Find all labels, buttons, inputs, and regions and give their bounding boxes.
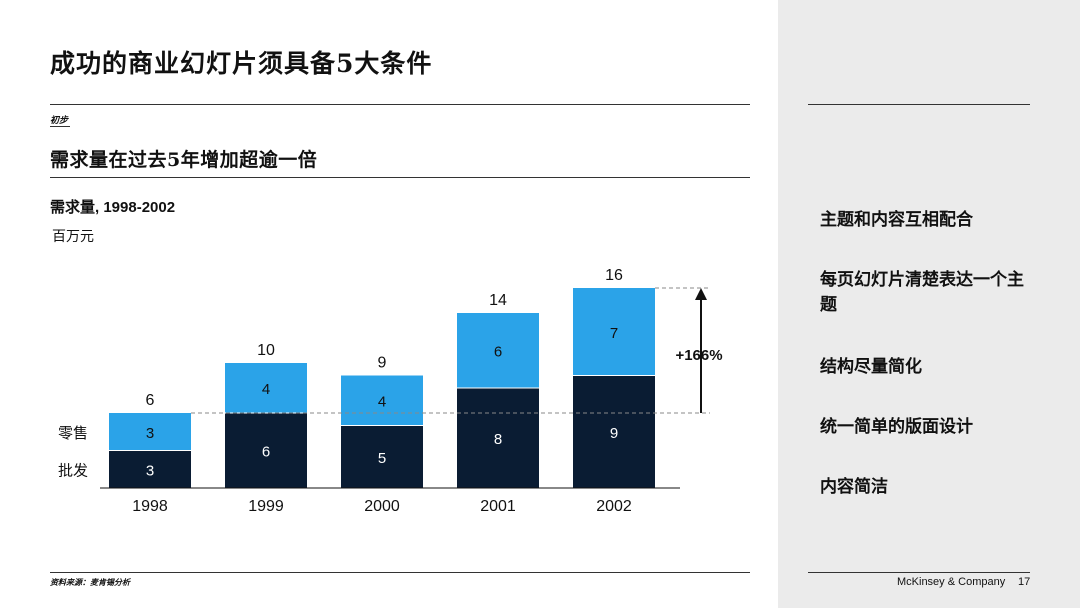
x-tick-label: 2001	[480, 498, 516, 515]
total-label: 16	[605, 267, 623, 284]
subtitle-divider	[50, 177, 750, 178]
series-label-retail: 零售	[58, 425, 88, 442]
right-panel-divider	[808, 104, 1030, 105]
title-divider	[50, 104, 750, 105]
tag-underline	[50, 126, 70, 127]
x-tick-label: 2000	[364, 498, 400, 515]
x-tick-label: 1999	[248, 498, 284, 515]
data-label: 3	[146, 425, 154, 442]
chart-unit: 百万元	[52, 229, 94, 245]
bar-segment	[457, 388, 539, 488]
total-label: 9	[378, 355, 387, 372]
x-tick-label: 1998	[132, 498, 168, 515]
chart-title: 需求量, 1998-2002	[50, 199, 176, 216]
data-label: 6	[262, 444, 270, 461]
criteria-item: 结构尽量简化	[820, 357, 922, 377]
data-label: 9	[610, 425, 618, 442]
bar-segment	[457, 313, 539, 388]
data-label: 3	[146, 462, 154, 479]
criteria-item: 统一简单的版面设计	[820, 417, 973, 437]
bar-segment	[109, 413, 191, 451]
bar-segment	[341, 375, 423, 426]
bar-segment	[573, 288, 655, 376]
status-tag: 初步	[50, 116, 69, 126]
demand-chart: 3 3 6 1998 6 4 10 1999 5 4 9 2000 8 6 14 2001 9 7 16 2002 批发…	[58, 267, 723, 515]
bar-segment	[573, 375, 655, 488]
slide-subtitle: 需求量在过去5年增加超逾一倍	[50, 149, 318, 171]
series-label-wholesale: 批发	[58, 462, 88, 479]
footer-divider	[50, 572, 750, 573]
data-label: 4	[262, 381, 270, 398]
footer-company: McKinsey & Company	[897, 576, 1006, 588]
growth-arrow-head	[695, 288, 707, 300]
bar-segment	[225, 363, 307, 413]
page-title: 成功的商业幻灯片须具备5大条件	[50, 49, 433, 78]
growth-annotation: +166%	[675, 347, 722, 364]
page-number: 17	[1018, 576, 1031, 588]
data-label: 4	[378, 394, 386, 411]
bar-segment	[225, 413, 307, 488]
total-label: 14	[489, 292, 507, 309]
criteria-item: 内容简洁	[820, 477, 888, 497]
total-label: 6	[146, 392, 155, 409]
total-label: 10	[257, 342, 275, 359]
x-tick-label: 2002	[596, 498, 632, 515]
criteria-item: 主题和内容互相配合	[820, 210, 973, 230]
right-footer-divider	[808, 572, 1030, 573]
data-label: 7	[610, 325, 618, 342]
bar-segment	[109, 450, 191, 488]
data-label: 6	[494, 344, 502, 361]
data-label: 5	[378, 450, 386, 467]
criteria-item: 每页幻灯片清楚表达一个主题	[820, 270, 1024, 315]
data-label: 8	[494, 431, 502, 448]
right-panel	[778, 0, 1080, 608]
footer-source: 资料来源：麦肯锡分析	[50, 577, 130, 587]
bar-segment	[341, 425, 423, 488]
